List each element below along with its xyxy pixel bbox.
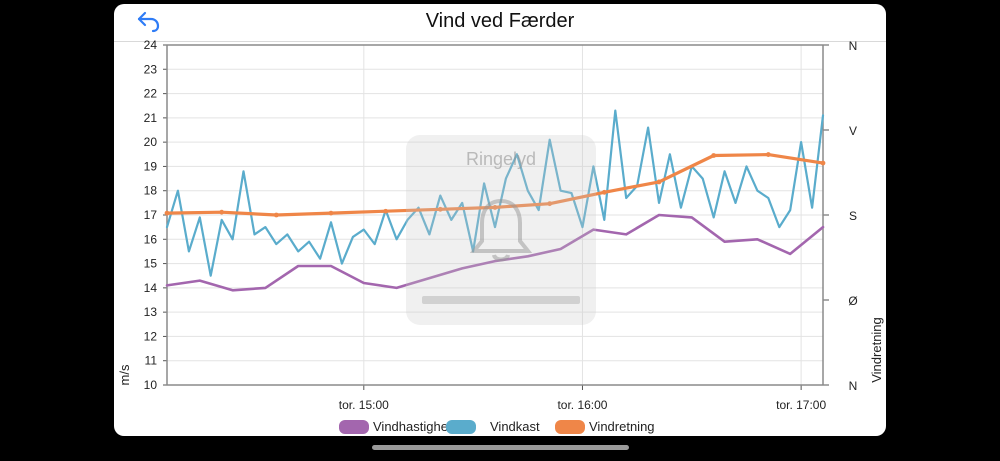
direction-point (219, 209, 225, 215)
direction-point (492, 205, 498, 210)
direction-point (765, 152, 771, 157)
y-tick-label: 21 (144, 111, 158, 125)
right-tick-label: S (849, 209, 857, 223)
chart-card: Vind ved Færder 10 11 12 13 14 15 16 17 18 19 20 21… (114, 4, 886, 436)
right-axis-title: Vindretning (869, 317, 884, 383)
y-tick-label: 23 (144, 62, 158, 76)
y-tick-label: 10 (144, 378, 158, 392)
y-tick-label: 14 (144, 281, 158, 295)
y-tick-label: 19 (144, 159, 158, 173)
direction-point (601, 189, 607, 195)
y-tick-label: 16 (144, 232, 158, 246)
volume-bar (422, 296, 580, 304)
direction-point (711, 153, 717, 158)
direction-point (656, 179, 662, 185)
y-tick-label: 24 (144, 38, 158, 52)
speed-line (165, 213, 825, 292)
ringer-label: Ringelyd (465, 149, 537, 169)
y-tick-label: 15 (144, 257, 158, 271)
direction-point (437, 206, 443, 212)
y-axis-title: m/s (117, 364, 132, 385)
y-tick-label: 18 (144, 184, 158, 198)
x-tick-label: tor. 17:00 (776, 398, 826, 412)
home-indicator (372, 445, 629, 450)
y-tick-label: 13 (144, 305, 158, 319)
legend-swatch (339, 420, 369, 434)
direction-point (328, 210, 334, 216)
direction-point (164, 210, 170, 216)
right-tick-label: N (849, 39, 858, 53)
legend-label: Vindretning (589, 419, 655, 434)
page-title: Vind ved Færder (425, 10, 575, 32)
y-tick-label: 17 (144, 208, 158, 222)
legend-swatch (446, 420, 476, 434)
gust-line (165, 109, 825, 277)
legend-label: Vindhastighet (373, 419, 452, 434)
direction-point (820, 160, 826, 166)
x-tick-label: tor. 16:00 (557, 398, 607, 412)
direction-point (547, 201, 553, 207)
y-tick-label: 20 (144, 135, 158, 149)
y-tick-label: 22 (144, 87, 158, 101)
back-arrow-icon (137, 11, 160, 33)
right-tick-label: Ø (848, 294, 857, 308)
wind-chart: 10 11 12 13 14 15 16 17 18 19 20 21 22 23 24 tor. 15:00… (117, 38, 884, 434)
legend-label: Vindkast (490, 419, 540, 434)
bell-icon (469, 198, 533, 262)
right-tick-label: N (849, 379, 858, 393)
header: Vind ved Færder (114, 4, 886, 42)
back-button[interactable] (136, 10, 162, 34)
x-tick-label: tor. 15:00 (339, 398, 389, 412)
ringer-overlay: Ringelyd (406, 135, 596, 325)
legend-swatch (555, 420, 585, 434)
direction-point (383, 208, 389, 214)
y-tick-label: 11 (145, 354, 158, 368)
direction-point (273, 212, 279, 218)
y-tick-label: 12 (144, 329, 158, 343)
right-tick-label: V (849, 124, 857, 138)
